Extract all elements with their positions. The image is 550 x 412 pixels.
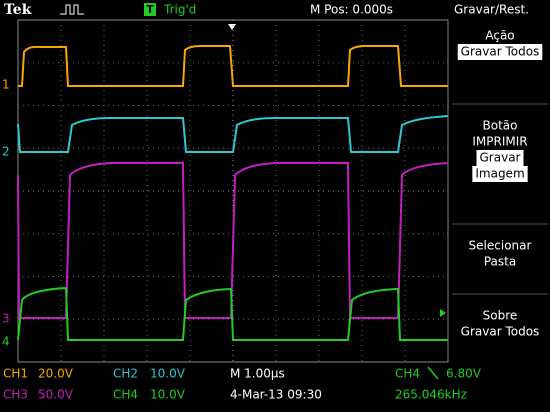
menu-option-highlight: [476, 150, 524, 166]
ch2-label: CH2: [113, 367, 138, 381]
ch2-waveform: [17, 115, 449, 153]
brand: Tek: [4, 2, 32, 18]
timebase: M 1.00µs: [230, 367, 285, 381]
menu-option: Imagem: [475, 167, 524, 181]
ch2-scale: 10.0V: [150, 367, 186, 381]
menu-option-highlight: [457, 44, 543, 60]
trigger-frequency: 265.046kHz: [395, 388, 467, 402]
ch1-label: CH1: [3, 367, 28, 381]
trigger-slope-icon: [427, 366, 439, 380]
ch4-marker: 4: [2, 335, 10, 349]
menu-text: Botão: [483, 119, 518, 133]
menu-text: Selecionar: [469, 239, 532, 253]
ch3-waveform: [17, 162, 449, 319]
ch3-scale: 50.0V: [38, 388, 74, 402]
trigger-status: Trig'd: [163, 3, 196, 17]
trigger-level: 6.80V: [446, 367, 482, 381]
ch3-marker: 3: [2, 312, 10, 326]
acquire-icon: [60, 4, 84, 15]
menu-text: Pasta: [484, 255, 516, 269]
ch3-label: CH3: [3, 388, 28, 402]
menu-text: Ação: [485, 29, 514, 43]
trigger-position-marker: [228, 24, 236, 30]
side-menu: Ação Gravar Todos Botão IMPRIMIR Gravar Image…: [452, 29, 548, 339]
menu-text: Sobre: [483, 309, 518, 323]
date-time: 4-Mar-13 09:30: [230, 388, 322, 402]
ch1-scale: 20.0V: [38, 367, 74, 381]
menu-item[interactable]: Botão IMPRIMIR Gravar Imagem: [472, 119, 528, 183]
ch4-waveform: [17, 286, 448, 341]
menu-item[interactable]: Sobre Gravar Todos: [461, 309, 540, 339]
ch1-waveform: [18, 45, 448, 87]
menu-title: Gravar/Rest.: [454, 3, 529, 17]
ch4-label: CH4: [113, 388, 138, 402]
ch4-scale: 10.0V: [150, 388, 186, 402]
trigger-source: CH4: [395, 367, 420, 381]
trigger-icon: T: [146, 3, 154, 16]
ch2-marker: 2: [2, 145, 10, 159]
menu-option: Gravar: [480, 151, 521, 165]
menu-item[interactable]: Selecionar Pasta: [469, 239, 532, 269]
menu-option: Gravar Todos: [461, 45, 540, 59]
menu-option-highlight: [472, 166, 528, 182]
menu-text: IMPRIMIR: [472, 135, 527, 149]
menu-item[interactable]: Ação Gravar Todos: [457, 29, 543, 61]
trigger-level-marker: [440, 309, 446, 317]
menu-text: Gravar Todos: [461, 325, 540, 339]
trigger-icon-box: [144, 3, 156, 16]
horizontal-position: M Pos: 0.000s: [310, 3, 393, 17]
ch1-marker: 1: [2, 78, 10, 92]
